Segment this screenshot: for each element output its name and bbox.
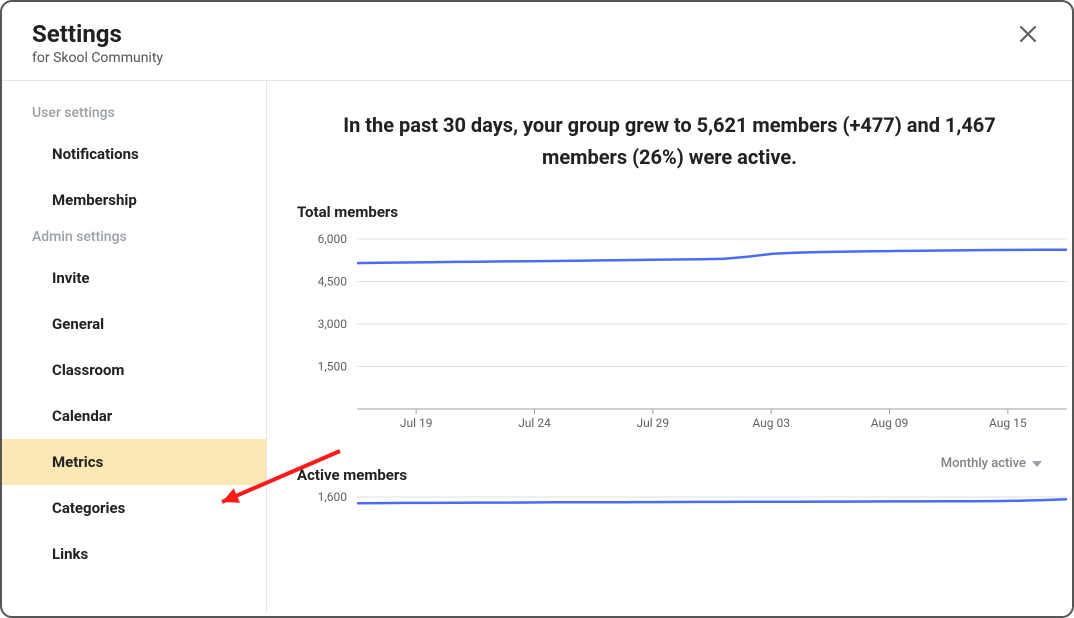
svg-text:Jul 24: Jul 24 [518, 416, 551, 430]
header-title-block: Settings for Skool Community [32, 20, 163, 66]
modal-header: Settings for Skool Community [2, 2, 1072, 81]
svg-text:3,000: 3,000 [318, 317, 348, 331]
settings-modal: Settings for Skool Community User settin… [0, 0, 1074, 618]
total-members-title: Total members [297, 203, 1072, 221]
sidebar-item-metrics[interactable]: Metrics [2, 439, 266, 485]
sidebar-item-links[interactable]: Links [2, 531, 266, 577]
sidebar-item-general[interactable]: General [2, 301, 266, 347]
main-content: In the past 30 days, your group grew to … [267, 81, 1072, 613]
chevron-down-icon [1032, 461, 1042, 467]
svg-text:1,500: 1,500 [318, 360, 348, 374]
summary-headline: In the past 30 days, your group grew to … [267, 109, 1072, 193]
active-members-block: Active members Monthly active 1,600 [267, 456, 1072, 552]
total-members-chart: 1,500 3,000 4,500 6,000 Jul 19 Jul 24 Jul 29 Au… [297, 229, 1072, 434]
sidebar-item-invite[interactable]: Invite [2, 255, 266, 301]
svg-text:6,000: 6,000 [318, 232, 348, 246]
svg-text:4,500: 4,500 [318, 275, 348, 289]
svg-text:Jul 19: Jul 19 [400, 416, 433, 430]
page-title: Settings [32, 20, 163, 48]
sidebar-item-membership[interactable]: Membership [2, 177, 266, 223]
svg-text:1,600: 1,600 [318, 492, 348, 504]
sidebar-section-label: User settings [2, 99, 266, 131]
sidebar-item-notifications[interactable]: Notifications [2, 131, 266, 177]
modal-body: User settingsNotificationsMembershipAdmi… [2, 81, 1072, 613]
svg-text:Aug 09: Aug 09 [871, 416, 909, 430]
total-members-block: Total members 1,500 3,000 4,500 6,000 Jul 19… [267, 193, 1072, 434]
close-icon[interactable] [1014, 20, 1042, 52]
sidebar-section-label: Admin settings [2, 223, 266, 255]
active-members-chart: 1,600 [297, 492, 1072, 552]
sidebar-item-calendar[interactable]: Calendar [2, 393, 266, 439]
dropdown-label: Monthly active [941, 456, 1026, 471]
sidebar-item-categories[interactable]: Categories [2, 485, 266, 531]
svg-text:Aug 15: Aug 15 [989, 416, 1027, 430]
sidebar-item-classroom[interactable]: Classroom [2, 347, 266, 393]
svg-text:Aug 03: Aug 03 [752, 416, 790, 430]
active-period-dropdown[interactable]: Monthly active [941, 456, 1042, 471]
settings-sidebar: User settingsNotificationsMembershipAdmi… [2, 81, 267, 613]
svg-text:Jul 29: Jul 29 [637, 416, 670, 430]
page-subtitle: for Skool Community [32, 50, 163, 66]
